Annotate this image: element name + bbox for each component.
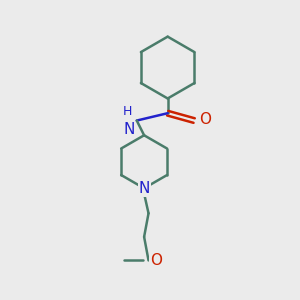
Text: N: N [138,181,150,196]
Text: N: N [124,122,135,137]
Text: H: H [123,105,132,118]
Text: O: O [200,112,211,128]
Text: O: O [150,253,162,268]
